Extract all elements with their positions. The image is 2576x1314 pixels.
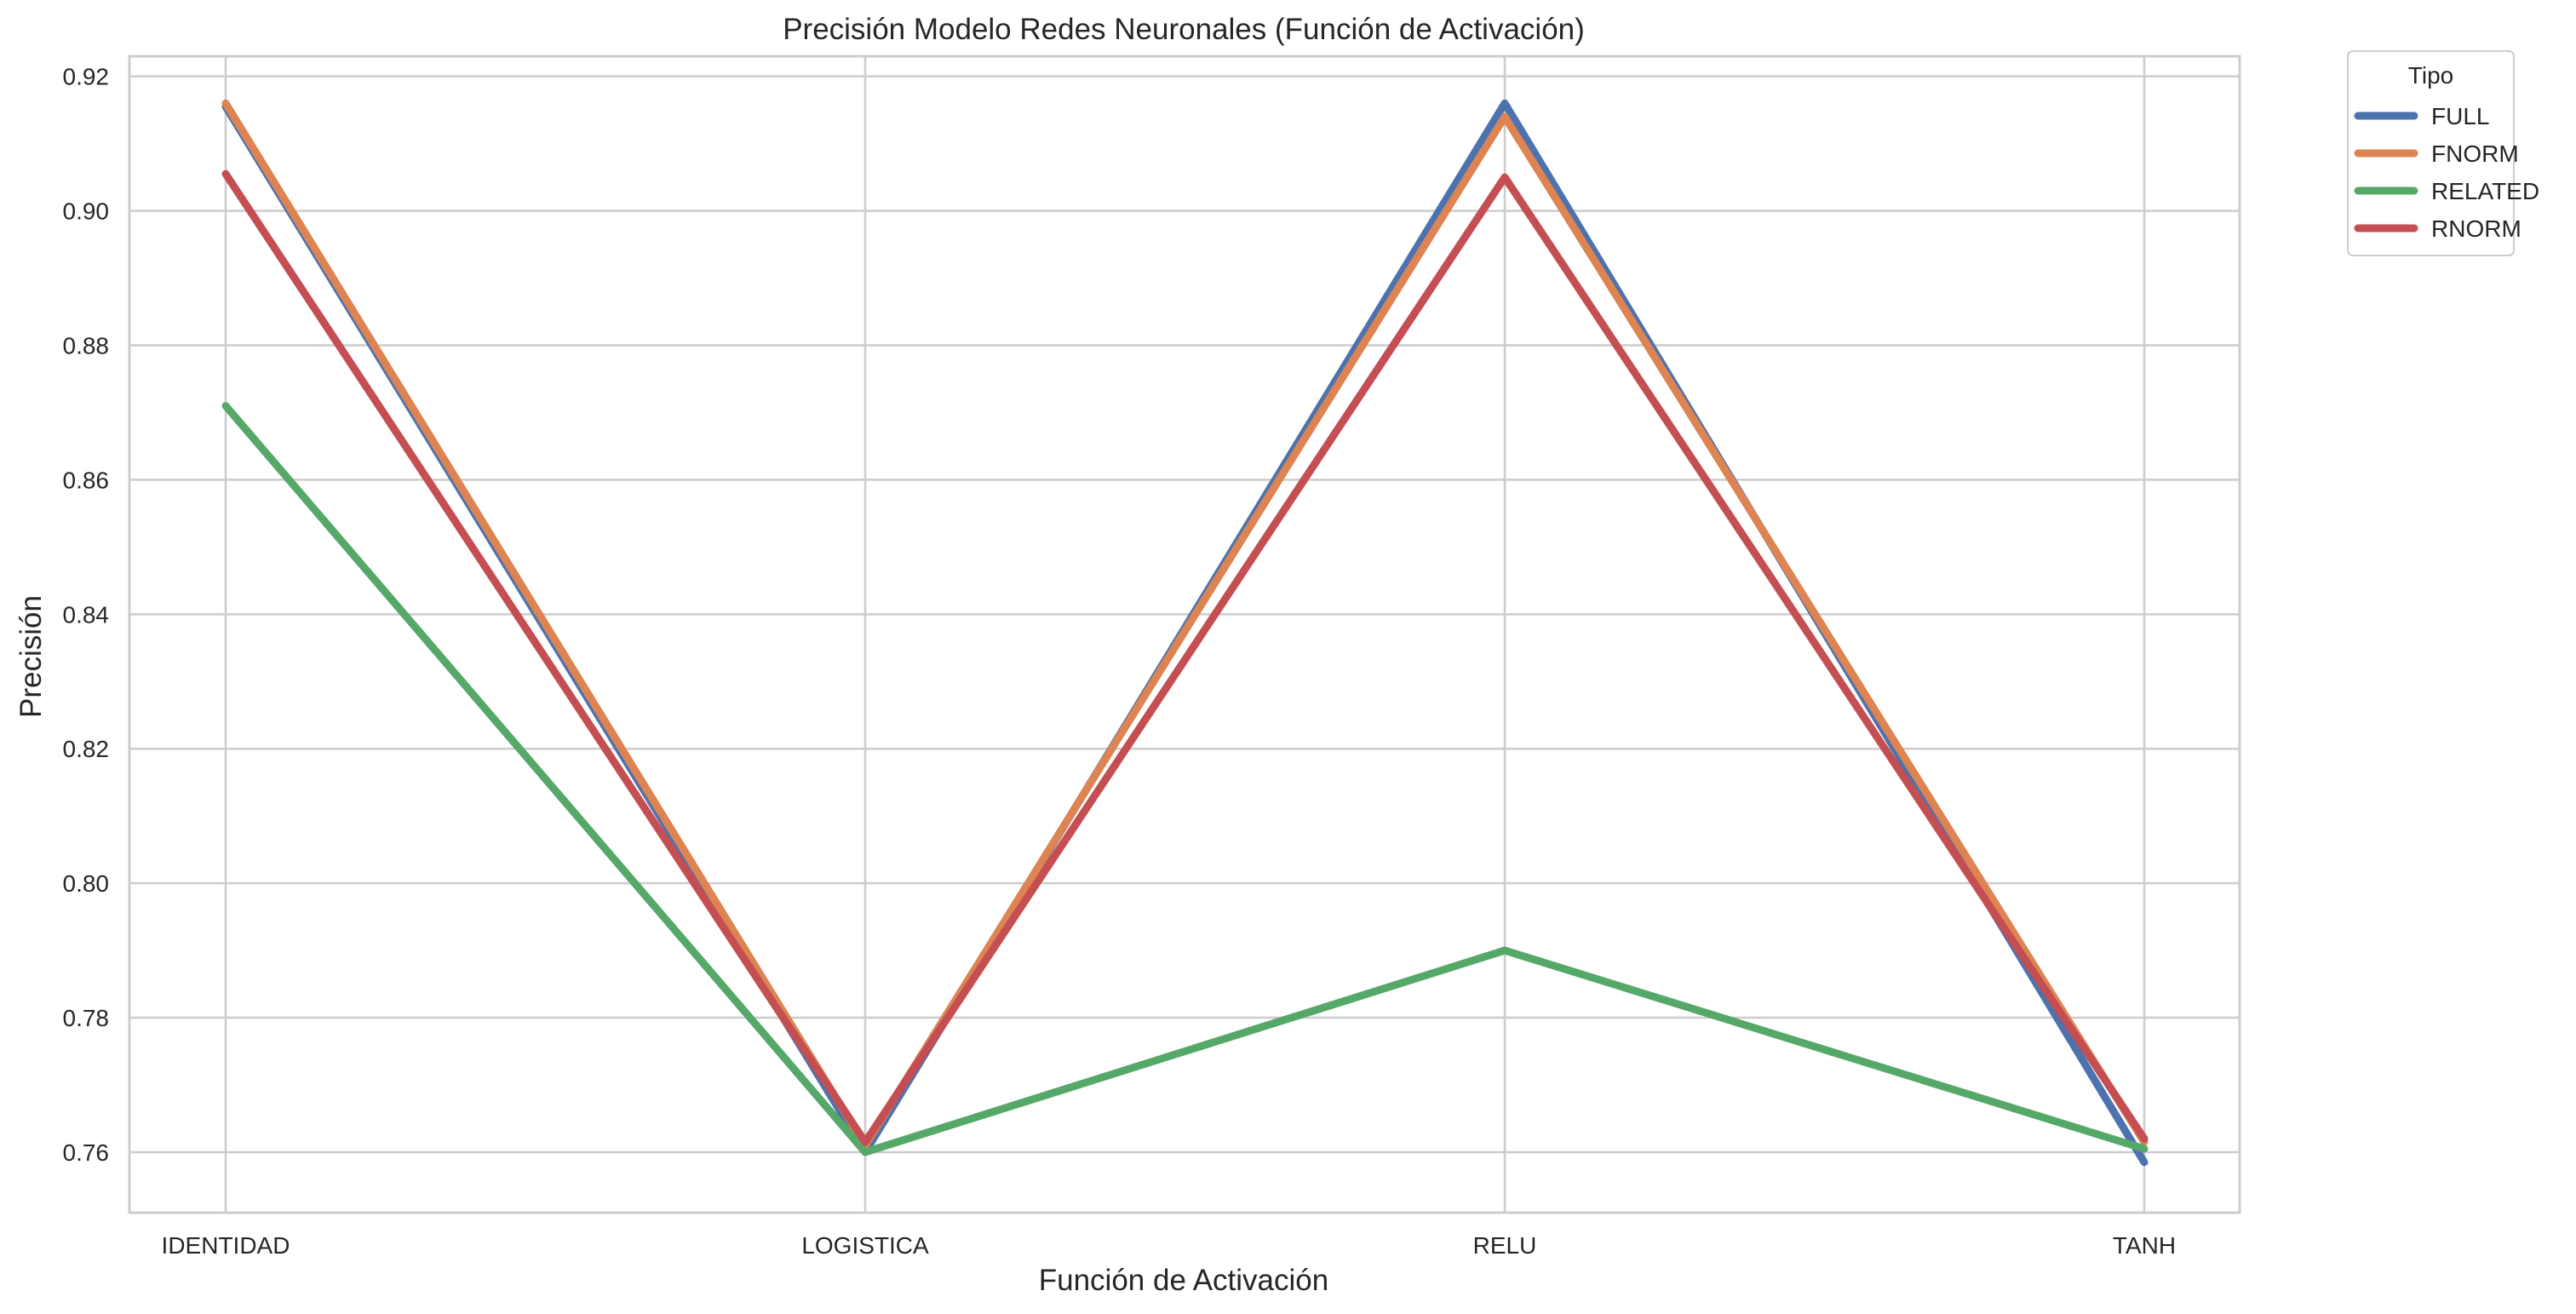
legend-label-rnorm: RNORM xyxy=(2431,215,2521,242)
y-tick-labels: 0.76 0.78 0.80 0.82 0.84 0.86 0.88 0.90 0.92 xyxy=(63,64,110,1166)
plot-frame xyxy=(128,55,2241,1214)
legend: Tipo FULL FNORM RELATED RNORM xyxy=(2347,50,2539,256)
series-line-fnorm xyxy=(221,99,2149,1150)
legend-label-full: FULL xyxy=(2431,103,2489,129)
y-tick-label: 0.86 xyxy=(63,467,110,493)
x-tick-labels: IDENTIDAD LOGISTICA RELU TANH xyxy=(162,1232,2177,1259)
legend-items: FULL FNORM RELATED RNORM xyxy=(2354,103,2539,242)
y-tick-label: 0.76 xyxy=(63,1139,110,1166)
y-tick-label: 0.80 xyxy=(63,870,110,897)
y-tick-label: 0.88 xyxy=(63,333,110,359)
y-tick-label: 0.90 xyxy=(63,198,110,225)
grid xyxy=(129,56,2240,1213)
chart-title: Precisión Modelo Redes Neuronales (Funci… xyxy=(783,13,1585,46)
x-tick-label: TANH xyxy=(2113,1232,2176,1259)
legend-label-related: RELATED xyxy=(2431,178,2539,204)
series-line-related xyxy=(221,402,2149,1156)
legend-title: Tipo xyxy=(2408,62,2453,89)
series-lines xyxy=(221,99,2149,1167)
x-tick-label: IDENTIDAD xyxy=(162,1232,290,1259)
legend-box xyxy=(2347,50,2515,256)
legend-label-fnorm: FNORM xyxy=(2431,141,2519,167)
y-axis-label: Precisión xyxy=(14,595,48,718)
y-tick-label: 0.82 xyxy=(63,736,110,762)
x-tick-label: LOGISTICA xyxy=(801,1232,929,1259)
x-tick-label: RELU xyxy=(1473,1232,1537,1259)
y-tick-label: 0.78 xyxy=(63,1005,110,1031)
series-line-rnorm xyxy=(221,169,2149,1146)
x-axis-label: Función de Activación xyxy=(1039,1264,1328,1297)
y-tick-label: 0.84 xyxy=(63,601,110,628)
y-tick-label: 0.92 xyxy=(63,64,110,90)
